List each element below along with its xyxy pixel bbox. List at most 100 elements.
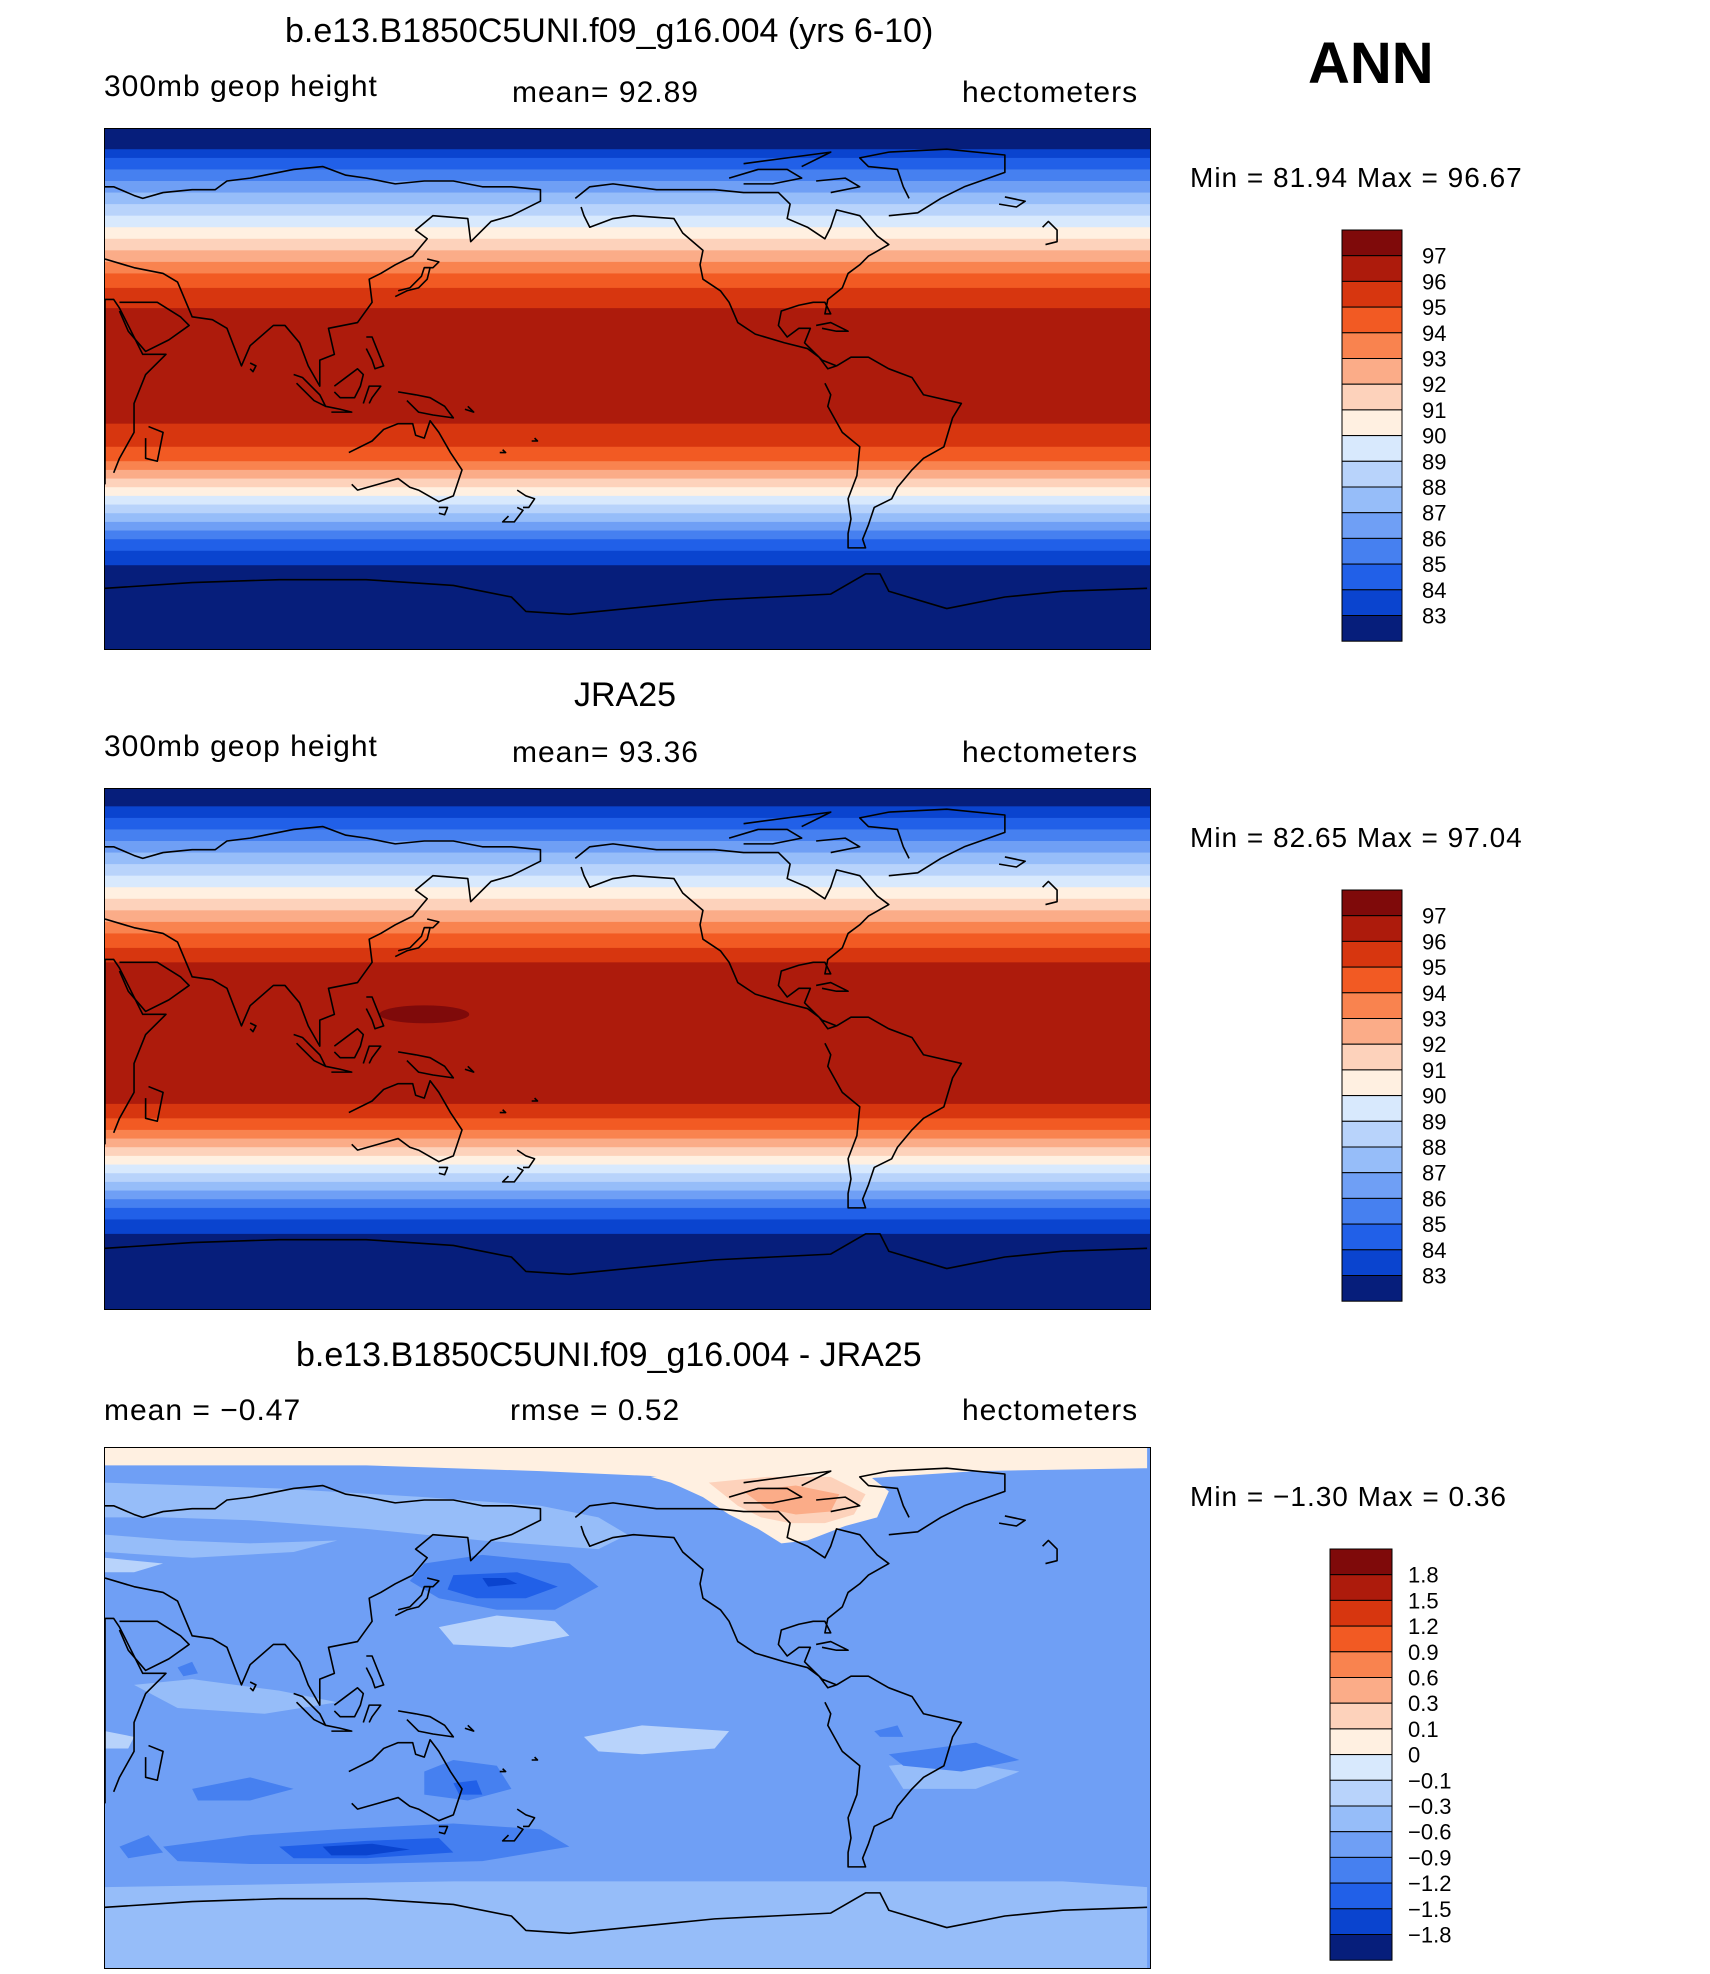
panel-3-mean: mean = −0.47 bbox=[104, 1394, 302, 1427]
model-colorbar-label: 86 bbox=[1422, 526, 1446, 551]
obs-coastline bbox=[118, 961, 190, 1013]
obs-colorbar-label: 93 bbox=[1422, 1007, 1446, 1032]
model-colorbar-box bbox=[1341, 589, 1403, 616]
diff-colorbar-box bbox=[1329, 1599, 1393, 1627]
obs-coastline bbox=[348, 1079, 463, 1163]
diff-australia-negative bbox=[424, 1760, 512, 1801]
model-coastline bbox=[325, 405, 353, 413]
model-contour-band bbox=[105, 504, 1150, 514]
model-colorbar-label: 95 bbox=[1422, 295, 1446, 320]
obs-colorbar-label: 92 bbox=[1422, 1032, 1446, 1057]
panel-3-units: hectometers bbox=[962, 1394, 1139, 1427]
model-colorbar-box bbox=[1341, 615, 1403, 642]
obs-coastline bbox=[531, 1097, 539, 1102]
diff-colorbar-box bbox=[1329, 1677, 1393, 1704]
panel-1-title: b.e13.B1850C5UNI.f09_g16.004 (yrs 6-10) bbox=[285, 12, 934, 50]
obs-contour-band bbox=[105, 1199, 1150, 1209]
diff-light-region bbox=[583, 1725, 730, 1755]
panel-2-mean: mean= 93.36 bbox=[512, 736, 699, 769]
model-coastline bbox=[348, 419, 463, 503]
diff-coastline bbox=[1042, 1539, 1058, 1565]
panel-3-title: b.e13.B1850C5UNI.f09_g16.004 - JRA25 bbox=[296, 1336, 922, 1374]
diff-coastline bbox=[105, 1484, 542, 1706]
obs-contour-band bbox=[105, 875, 1150, 888]
diff-colorbar-box bbox=[1329, 1548, 1393, 1576]
model-colorbar-box bbox=[1341, 512, 1403, 539]
diff-coastline bbox=[424, 1577, 440, 1588]
model-colorbar-box bbox=[1341, 537, 1403, 565]
diff-subtropic-light bbox=[438, 1615, 570, 1648]
obs-colorbar-label: 89 bbox=[1422, 1109, 1446, 1134]
panel-1-colorbar: 97 96 95 94 93 92 91 90 89 88 87 86 85 84 83 bbox=[1341, 229, 1472, 642]
diff-arabian-negative bbox=[177, 1661, 198, 1677]
obs-colorbar-label: 88 bbox=[1422, 1135, 1446, 1160]
obs-coastline bbox=[293, 1033, 327, 1068]
model-contour-band bbox=[105, 513, 1150, 523]
obs-colorbar-box bbox=[1341, 1172, 1403, 1199]
obs-colorbar-label: 85 bbox=[1422, 1212, 1446, 1237]
diff-colorbar-box bbox=[1329, 1934, 1393, 1961]
diff-south-america-negative bbox=[874, 1725, 904, 1737]
panel-1-units: hectometers bbox=[962, 76, 1139, 109]
model-colorbar-box bbox=[1341, 409, 1403, 437]
obs-colorbar-box bbox=[1341, 1197, 1403, 1225]
diff-colorbar-box bbox=[1329, 1625, 1393, 1653]
model-colorbar-label: 91 bbox=[1422, 398, 1446, 423]
model-coastline bbox=[365, 336, 385, 370]
model-coastline bbox=[398, 391, 455, 419]
obs-contour-band bbox=[105, 921, 1150, 935]
obs-colorbar-box bbox=[1341, 1275, 1403, 1302]
obs-coastline bbox=[105, 1233, 1148, 1276]
diff-colorbar-label: 0.3 bbox=[1408, 1691, 1439, 1716]
obs-colorbar-label: 84 bbox=[1422, 1238, 1446, 1263]
model-contour-band bbox=[105, 565, 1150, 649]
diff-coastline bbox=[728, 1487, 803, 1504]
model-colorbar-label: 88 bbox=[1422, 475, 1446, 500]
model-colorbar-box bbox=[1341, 563, 1403, 591]
diff-colorbar-box bbox=[1329, 1728, 1393, 1756]
diff-coastline bbox=[325, 1724, 353, 1732]
obs-coastline bbox=[438, 1166, 449, 1176]
model-contour-band bbox=[105, 308, 1150, 425]
model-coastline bbox=[499, 449, 507, 454]
model-contour-band bbox=[105, 204, 1150, 217]
obs-contour-band bbox=[105, 1129, 1150, 1140]
model-coastline bbox=[824, 356, 963, 549]
panel-3-map bbox=[104, 1447, 1151, 1969]
model-contour-band bbox=[105, 478, 1150, 488]
model-coastline bbox=[362, 385, 382, 404]
obs-warm-pool-max bbox=[379, 1005, 470, 1024]
diff-pacific-negative bbox=[482, 1578, 518, 1587]
diff-coastline bbox=[105, 1617, 167, 1804]
obs-contour-band bbox=[105, 1147, 1150, 1157]
model-contour-band bbox=[105, 129, 1150, 150]
obs-coastline bbox=[728, 828, 803, 845]
model-colorbar-box bbox=[1341, 486, 1403, 514]
model-coastline bbox=[815, 321, 849, 333]
obs-colorbar-label: 97 bbox=[1422, 904, 1446, 929]
obs-coastline bbox=[1042, 880, 1058, 906]
obs-contour-band bbox=[105, 947, 1150, 963]
obs-contour-band bbox=[105, 1155, 1150, 1166]
model-coastline bbox=[105, 165, 542, 387]
model-contour-band bbox=[105, 495, 1150, 506]
model-contour-band bbox=[105, 192, 1150, 205]
obs-coastline bbox=[499, 1109, 507, 1114]
diff-coastline bbox=[501, 1825, 524, 1842]
panel-1-map bbox=[104, 128, 1151, 650]
diff-colorbar-label: 1.2 bbox=[1408, 1614, 1439, 1639]
obs-coastline bbox=[398, 1051, 455, 1079]
diff-coastline bbox=[998, 1515, 1026, 1527]
obs-contour-band bbox=[105, 898, 1150, 911]
obs-contour-band bbox=[105, 962, 1150, 1105]
obs-colorbar-box bbox=[1341, 915, 1403, 942]
obs-colorbar-box bbox=[1341, 1223, 1403, 1251]
diff-coastline bbox=[105, 1892, 1148, 1935]
obs-coastline bbox=[743, 811, 832, 828]
panel-3-colorbar: 1.8 1.5 1.2 0.9 0.6 0.3 0.1 0 −0.1 −0.3 −0.6 −0.9 −1… bbox=[1329, 1548, 1480, 1961]
obs-coastline bbox=[424, 918, 440, 929]
model-coastline bbox=[574, 183, 890, 370]
diff-coastline bbox=[858, 1467, 1006, 1536]
model-colorbar-label: 89 bbox=[1422, 449, 1446, 474]
diff-coastline bbox=[531, 1756, 539, 1761]
